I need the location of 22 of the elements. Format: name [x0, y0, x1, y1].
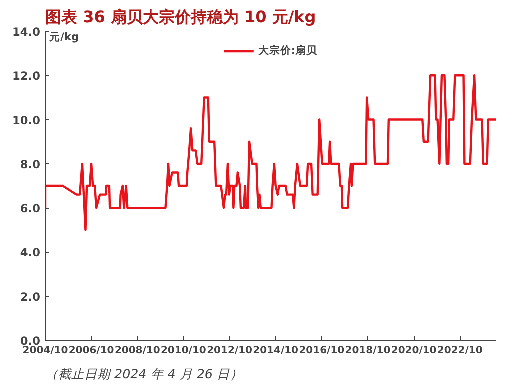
- y-axis-title: 元/kg: [48, 30, 80, 44]
- y-tick-label: 12.0: [12, 69, 41, 84]
- x-tick-label: 2006/10: [68, 346, 114, 356]
- y-tick-label: 6.0: [20, 202, 41, 216]
- y-tick-label: 8.0: [20, 157, 41, 172]
- legend-label: 大宗价:扇贝: [258, 44, 318, 58]
- x-tick-label: 2022/10: [437, 346, 483, 356]
- x-tick-label: 2018/10: [345, 346, 391, 356]
- y-tick-label: 10.0: [12, 113, 41, 128]
- chart-title: 图表 36 扇贝大宗价持稳为 10 元/kg: [46, 8, 316, 26]
- x-tick-label: 2020/10: [391, 346, 437, 356]
- y-tick-label: 14.0: [12, 25, 41, 39]
- text: （截止日期 2024 年 4 月 26 日）: [46, 366, 244, 382]
- x-tick-label: 2008/10: [114, 346, 160, 356]
- y-tick-label: 4.0: [20, 246, 41, 260]
- x-tick-label: 2014/10: [253, 346, 299, 356]
- x-tick-label: 2016/10: [299, 346, 345, 356]
- y-tick-label: 2.0: [20, 290, 41, 304]
- line-series: [46, 74, 496, 232]
- x-tick-label: 2010/10: [160, 346, 206, 356]
- x-tick-label: 2012/10: [207, 346, 253, 356]
- x-tick-label: 2004/10: [22, 346, 68, 356]
